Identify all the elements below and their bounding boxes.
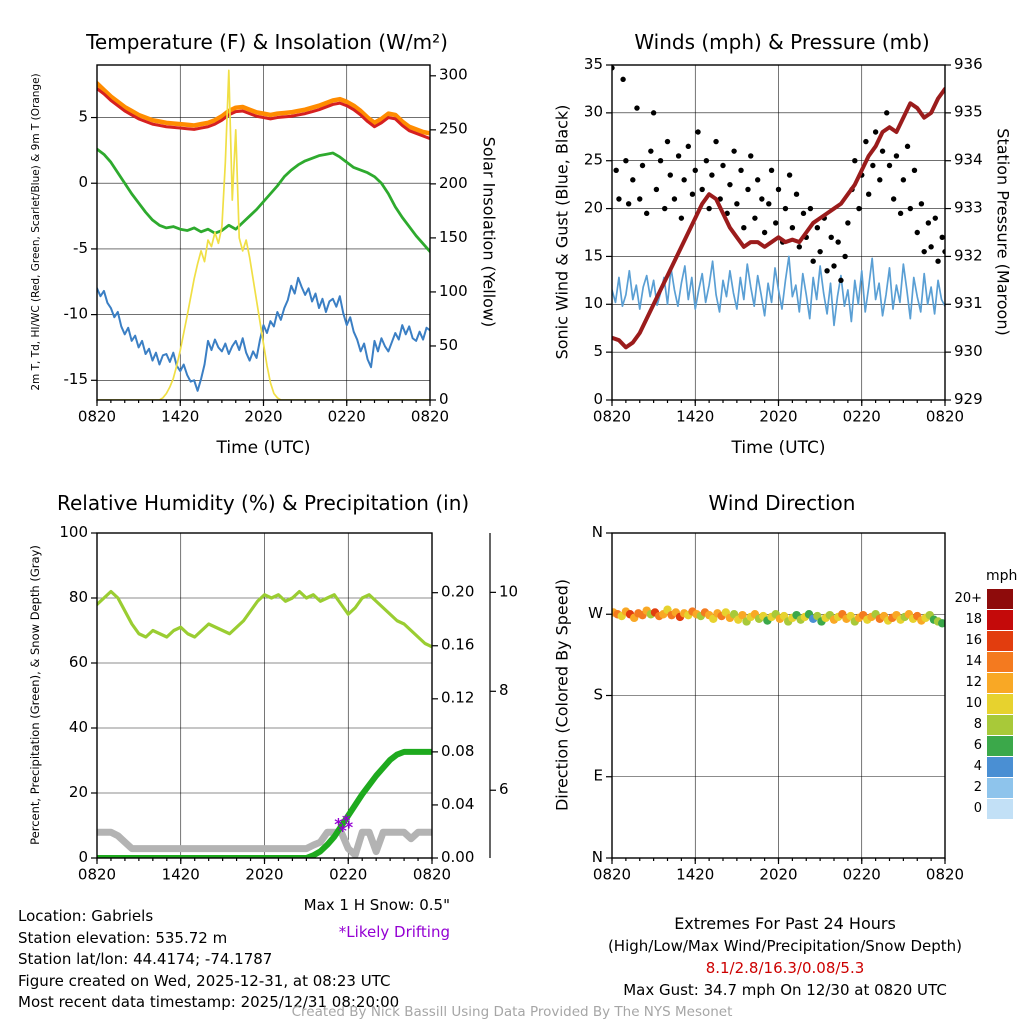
colorbar-row: 2 xyxy=(950,777,1017,798)
colorbar-row: 8 xyxy=(950,714,1017,735)
colorbar-row: 12 xyxy=(950,672,1017,693)
colorbar-row: 10 xyxy=(950,693,1017,714)
colorbar-row: 4 xyxy=(950,756,1017,777)
colorbar-tick-label: 0 xyxy=(973,801,982,816)
colorbar-swatch xyxy=(987,735,1013,756)
extremes-heading: Extremes For Past 24 Hours xyxy=(674,914,896,933)
title-wind-direction-chart: Wind Direction xyxy=(708,491,856,515)
extremes-block: Extremes For Past 24 Hours (High/Low/Max… xyxy=(565,912,1005,1001)
ylabel-insolation-right: Solar Insolation (Yellow) xyxy=(479,136,499,328)
ylabel-temperature-left: 2m T, Td, HI/WC (Red, Green, Scarlet/Blu… xyxy=(30,73,42,391)
colorbar-swatch xyxy=(987,651,1013,672)
ylabel-pressure-right: Station Pressure (Maroon) xyxy=(993,128,1013,336)
title-temperature-chart: Temperature (F) & Insolation (W/m²) xyxy=(86,30,448,54)
credit-footer: Created By Nick Bassill Using Data Provi… xyxy=(291,1004,733,1020)
colorbar-swatch xyxy=(987,672,1013,693)
colorbar-tick-label: 20+ xyxy=(954,591,982,606)
colorbar-tick-label: 12 xyxy=(965,675,982,690)
colorbar-tick-label: 2 xyxy=(973,780,982,795)
station-info: Location: Gabriels Station elevation: 535… xyxy=(18,906,399,1014)
colorbar-swatches: 20+ 18 16 14 12 10 8 6 4 2 0 xyxy=(950,588,1017,819)
station-info-line: Most recent data timestamp: 2025/12/31 0… xyxy=(18,993,400,1011)
title-winds-chart: Winds (mph) & Pressure (mb) xyxy=(634,30,930,54)
colorbar-tick-label: 10 xyxy=(965,696,982,711)
ylabel-wind-left: Sonic Wind & Gust (Blue, Black) xyxy=(552,104,572,360)
max-gust-line: Max Gust: 34.7 mph On 12/30 at 0820 UTC xyxy=(623,981,947,999)
colorbar-tick-label: 14 xyxy=(965,654,982,669)
likely-drifting-note: *Likely Drifting xyxy=(338,923,450,941)
colorbar-swatch xyxy=(987,798,1013,819)
colorbar-tick-label: 8 xyxy=(973,717,982,732)
title-humidity-chart: Relative Humidity (%) & Precipitation (i… xyxy=(57,491,470,515)
colorbar-swatch xyxy=(987,693,1013,714)
colorbar-swatch xyxy=(987,777,1013,798)
colorbar-tick-label: 18 xyxy=(965,612,982,627)
ylabel-humidity-left: Percent, Precipitation (Green), & Snow D… xyxy=(28,545,42,845)
colorbar-swatch xyxy=(987,756,1013,777)
colorbar-tick-label: 6 xyxy=(973,738,982,753)
colorbar-row: 14 xyxy=(950,651,1017,672)
colorbar-swatch xyxy=(987,609,1013,630)
station-info-line: Station lat/lon: 44.4174; -74.1787 xyxy=(18,950,273,968)
colorbar-row: 18 xyxy=(950,609,1017,630)
extremes-subheading: (High/Low/Max Wind/Precipitation/Snow De… xyxy=(607,937,963,955)
colorbar-tick-label: 4 xyxy=(973,759,982,774)
colorbar-title: mph xyxy=(986,568,1018,584)
xlabel-time-utc-left: Time (UTC) xyxy=(216,438,311,458)
colorbar-swatch xyxy=(987,588,1013,609)
xlabel-time-utc-right: Time (UTC) xyxy=(731,438,826,458)
station-info-line: Figure created on Wed, 2025-12-31, at 08… xyxy=(18,971,391,990)
colorbar-row: 16 xyxy=(950,630,1017,651)
station-info-line: Location: Gabriels xyxy=(18,907,154,925)
ylabel-direction-left: Direction (Colored By Speed) xyxy=(552,578,572,812)
station-info-line: Station elevation: 535.72 m xyxy=(18,928,228,947)
colorbar-tick-label: 16 xyxy=(965,633,982,648)
colorbar-row: 6 xyxy=(950,735,1017,756)
colorbar-row: 20+ xyxy=(950,588,1017,609)
max-snow-note: Max 1 H Snow: 0.5" xyxy=(303,896,450,914)
colorbar-swatch xyxy=(987,630,1013,651)
extremes-values: 8.1/2.8/16.3/0.08/5.3 xyxy=(705,959,865,977)
colorbar-swatch xyxy=(987,714,1013,735)
colorbar-row: 0 xyxy=(950,798,1017,819)
wind-speed-colorbar: mph 20+ 18 16 14 12 10 8 6 4 2 0 xyxy=(950,568,1017,819)
